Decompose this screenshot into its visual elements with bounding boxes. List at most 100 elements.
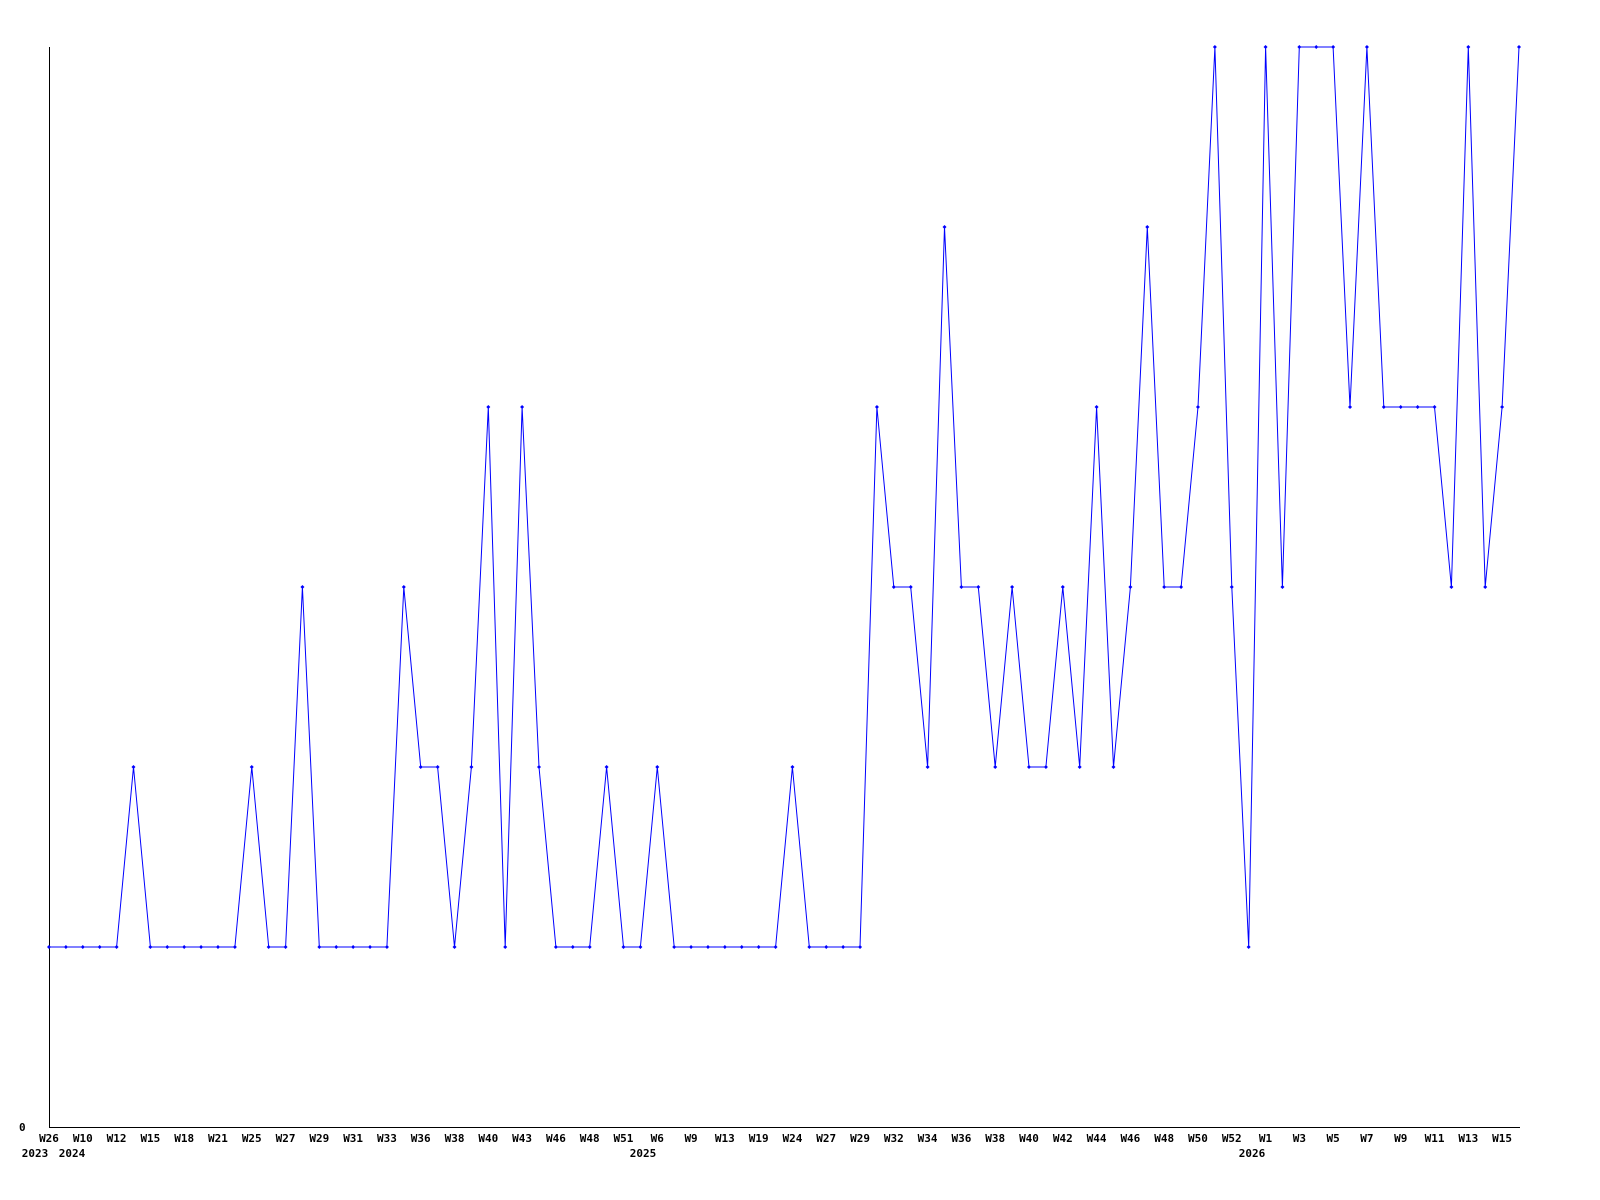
x-tick-label: W26 — [39, 1132, 59, 1145]
data-point — [672, 945, 677, 949]
data-point — [1094, 405, 1099, 409]
data-point — [148, 945, 153, 949]
data-point — [1381, 405, 1386, 409]
y-tick-label: 0 — [19, 1121, 26, 1134]
x-tick-label: W38 — [985, 1132, 1005, 1145]
x-tick-label: W13 — [715, 1132, 735, 1145]
year-label: 2025 — [630, 1147, 657, 1160]
data-point — [942, 225, 947, 229]
data-point — [97, 945, 102, 949]
data-point — [705, 945, 710, 949]
data-point — [452, 945, 457, 949]
x-tick-label: W46 — [1120, 1132, 1140, 1145]
data-point — [1500, 405, 1505, 409]
data-point — [1111, 765, 1116, 769]
data-point — [604, 765, 609, 769]
data-point — [790, 765, 795, 769]
data-point — [1077, 765, 1082, 769]
x-tick-label: W15 — [1492, 1132, 1512, 1145]
data-point — [435, 765, 440, 769]
data-point — [587, 945, 592, 949]
x-tick-label: W44 — [1087, 1132, 1107, 1145]
x-tick-label: W34 — [918, 1132, 938, 1145]
data-point — [1043, 765, 1048, 769]
year-label: 2026 — [1239, 1147, 1266, 1160]
x-tick-label: W33 — [377, 1132, 397, 1145]
data-point — [80, 945, 85, 949]
data-point — [655, 765, 660, 769]
data-point — [891, 585, 896, 589]
data-point — [1195, 405, 1200, 409]
data-point — [503, 945, 508, 949]
x-tick-label: W25 — [242, 1132, 262, 1145]
data-point — [1364, 45, 1369, 49]
data-point — [1128, 585, 1133, 589]
data-point — [182, 945, 187, 949]
data-point — [1179, 585, 1184, 589]
data-point — [486, 405, 491, 409]
data-point — [1010, 585, 1015, 589]
x-tick-label: W31 — [343, 1132, 363, 1145]
x-tick-label: W12 — [107, 1132, 127, 1145]
data-point — [1145, 225, 1150, 229]
x-tick-label: W13 — [1458, 1132, 1478, 1145]
x-tick-label: W27 — [816, 1132, 836, 1145]
data-point — [249, 765, 254, 769]
data-point — [283, 945, 288, 949]
x-tick-label: W6 — [651, 1132, 665, 1145]
data-point — [131, 765, 136, 769]
data-point — [638, 945, 643, 949]
data-point — [1398, 405, 1403, 409]
x-tick-label: W19 — [749, 1132, 769, 1145]
x-tick-label: W36 — [951, 1132, 971, 1145]
x-tick-label: W21 — [208, 1132, 228, 1145]
data-point — [756, 945, 761, 949]
data-point — [317, 945, 322, 949]
data-point — [215, 945, 220, 949]
data-point — [570, 945, 575, 949]
x-tick-label: W10 — [73, 1132, 93, 1145]
data-point — [773, 945, 778, 949]
data-point — [368, 945, 373, 949]
x-tick-label: W52 — [1222, 1132, 1242, 1145]
x-tick-label: W36 — [411, 1132, 431, 1145]
x-tick-label: W42 — [1053, 1132, 1073, 1145]
x-tick-label: W15 — [140, 1132, 160, 1145]
data-point — [537, 765, 541, 769]
data-point — [1449, 585, 1454, 589]
x-tick-label: W40 — [478, 1132, 498, 1145]
x-tick-label: W1 — [1259, 1132, 1273, 1145]
data-point — [1060, 585, 1065, 589]
data-point — [1246, 945, 1251, 949]
data-point — [384, 945, 389, 949]
x-tick-label: W38 — [445, 1132, 465, 1145]
data-point — [1263, 45, 1268, 49]
data-point — [807, 945, 812, 949]
year-label: 2024 — [59, 1147, 86, 1160]
data-point — [993, 765, 998, 769]
data-point — [621, 945, 626, 949]
data-point — [1212, 45, 1217, 49]
data-point — [739, 945, 744, 949]
data-point — [418, 765, 423, 769]
x-tick-label: W46 — [546, 1132, 566, 1145]
x-tick-label: W11 — [1425, 1132, 1445, 1145]
data-point — [1297, 45, 1302, 49]
data-point — [925, 765, 930, 769]
data-point — [1483, 585, 1488, 589]
x-tick-label: W9 — [1394, 1132, 1407, 1145]
data-point — [232, 945, 237, 949]
data-point — [1229, 585, 1234, 589]
data-point — [63, 945, 68, 949]
data-point — [199, 945, 204, 949]
x-tick-label: W32 — [884, 1132, 904, 1145]
data-point — [908, 585, 913, 589]
x-tick-label: W18 — [174, 1132, 194, 1145]
data-point — [1466, 45, 1471, 49]
x-tick-label: W5 — [1327, 1132, 1340, 1145]
data-point — [1314, 45, 1319, 49]
data-point — [1331, 45, 1336, 49]
data-point — [401, 585, 406, 589]
data-point — [976, 585, 981, 589]
x-tick-label: W9 — [684, 1132, 697, 1145]
